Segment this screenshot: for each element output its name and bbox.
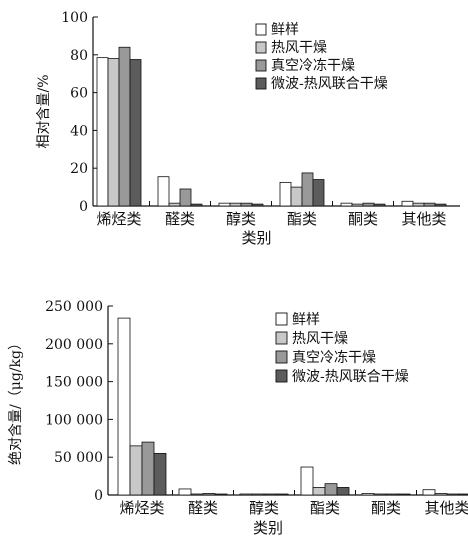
legend-label: 鲜样: [271, 22, 299, 38]
category-label: 醇类: [249, 499, 279, 517]
legend-swatch: [255, 41, 267, 54]
x-axis-title: 类别: [253, 519, 283, 537]
legend-swatch: [275, 369, 288, 383]
bar: [129, 59, 142, 207]
y-tick-label: 40: [70, 123, 88, 139]
bar: [214, 493, 228, 496]
bar: [300, 466, 314, 496]
bar: [412, 202, 425, 207]
legend-label: 微波-热风联合干燥: [292, 369, 409, 385]
y-tick-label: 250 000: [45, 299, 103, 315]
y-tick-label: 20: [70, 161, 88, 177]
y-tick-label: 100: [61, 10, 88, 26]
category-label: 其他类: [401, 210, 446, 228]
bar: [279, 181, 292, 207]
bar: [401, 200, 414, 207]
legend-swatch: [275, 350, 288, 364]
bar: [434, 203, 447, 207]
bar: [240, 202, 253, 207]
y-tick-label: 50 000: [54, 450, 103, 466]
bar: [301, 172, 314, 207]
bar: [141, 441, 155, 496]
y-tick-label: 60: [70, 86, 88, 102]
category-label: 其他类: [424, 499, 468, 517]
bar: [229, 202, 242, 207]
legend-label: 真空冷冻干燥: [292, 349, 376, 366]
y-axis-title: 相对含量/%: [36, 74, 52, 148]
y-axis-title: 绝对含量/（μg/kg）: [8, 336, 24, 465]
bar: [446, 493, 460, 496]
bar: [397, 493, 411, 496]
category-label: 醛类: [188, 499, 218, 517]
y-tick-label: 100 000: [45, 412, 103, 428]
bar: [263, 493, 277, 496]
y-tick-label: 0: [79, 199, 88, 215]
bar: [190, 493, 204, 496]
bar: [351, 203, 364, 207]
legend-label: 热风干燥: [271, 40, 327, 56]
bar: [179, 188, 192, 207]
legend-label: 热风干燥: [292, 331, 348, 347]
bar: [107, 58, 120, 207]
bar: [202, 493, 216, 496]
category-label: 烯烃类: [119, 499, 164, 517]
category-label: 酮类: [348, 210, 378, 228]
bar: [312, 179, 325, 207]
bar: [422, 489, 436, 496]
legend-swatch: [255, 23, 267, 36]
bar: [251, 493, 265, 496]
legend-swatch: [255, 59, 267, 72]
bar: [385, 493, 399, 496]
bar: [312, 487, 326, 496]
bar: [373, 203, 386, 207]
bar: [117, 317, 131, 496]
bar: [153, 453, 167, 496]
bar: [361, 493, 375, 496]
legend-label: 真空冷冻干燥: [271, 57, 355, 74]
bar: [290, 186, 303, 207]
legend-label: 鲜样: [292, 312, 320, 328]
bar: [458, 493, 468, 496]
legend-swatch: [275, 312, 288, 326]
bar: [218, 202, 231, 207]
chart-absolute-content: 0 50 000 100 000 150 000 200 000 250 000 绝对含量/…: [8, 299, 468, 537]
category-label: 酯类: [310, 499, 340, 517]
bar: [324, 483, 338, 496]
legend-label: 微波-热风联合干燥: [271, 76, 388, 92]
bar: [340, 202, 353, 207]
category-label: 酯类: [287, 210, 317, 228]
bar: [129, 445, 143, 496]
y-tick-label: 200 000: [45, 337, 103, 353]
bar: [178, 488, 192, 496]
category-label: 酮类: [371, 499, 401, 517]
bar: [336, 487, 350, 496]
bar: [434, 493, 448, 496]
bar: [423, 202, 436, 207]
y-tick-label: 80: [70, 48, 88, 64]
bar: [168, 202, 181, 207]
bar: [96, 57, 109, 207]
legend-swatch: [255, 77, 267, 90]
bar: [275, 493, 289, 496]
bar: [190, 203, 203, 207]
category-label: 烯烃类: [96, 210, 141, 228]
y-tick-label: 0: [94, 488, 103, 504]
x-axis-title: 类别: [241, 229, 271, 247]
bar: [157, 176, 170, 207]
bar: [373, 493, 387, 496]
bar: [239, 493, 253, 496]
category-label: 醇类: [226, 210, 256, 228]
y-tick-label: 150 000: [45, 375, 103, 391]
bar: [362, 202, 375, 207]
bar: [118, 46, 131, 207]
category-label: 醛类: [165, 210, 195, 228]
legend-swatch: [275, 331, 288, 345]
bar: [251, 203, 264, 207]
